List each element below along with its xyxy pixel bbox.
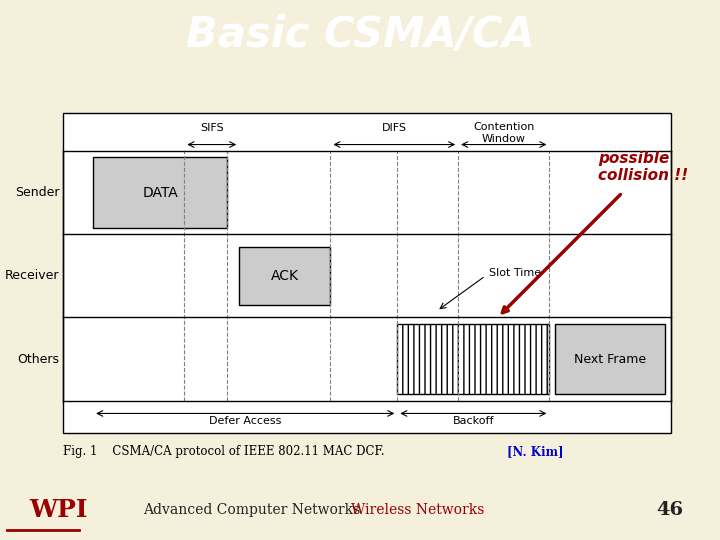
Text: [N. Kim]: [N. Kim] [507,446,563,458]
Text: Basic CSMA/CA: Basic CSMA/CA [186,14,534,56]
Text: Advanced Computer Networks: Advanced Computer Networks [143,503,361,517]
Text: Next Frame: Next Frame [574,353,647,366]
Text: Receiver: Receiver [5,269,60,282]
FancyBboxPatch shape [239,247,330,305]
Text: possible
collision !!: possible collision !! [598,151,688,184]
FancyBboxPatch shape [93,157,227,228]
FancyBboxPatch shape [397,324,549,394]
Text: DATA: DATA [143,186,178,200]
Text: Sender: Sender [15,186,60,199]
Text: Fig. 1    CSMA/CA protocol of IEEE 802.11 MAC DCF.: Fig. 1 CSMA/CA protocol of IEEE 802.11 M… [63,446,384,458]
Text: Slot Time: Slot Time [489,268,541,278]
Text: Defer Access: Defer Access [209,416,282,426]
Text: ACK: ACK [271,269,299,283]
FancyBboxPatch shape [63,112,671,433]
Text: Wireless Networks: Wireless Networks [351,503,485,517]
Text: Contention
Window: Contention Window [473,122,534,144]
FancyBboxPatch shape [555,324,665,394]
Text: Others: Others [18,353,60,366]
Text: SIFS: SIFS [200,123,224,133]
Text: DIFS: DIFS [382,123,407,133]
Text: Backoff: Backoff [453,416,494,426]
Text: 46: 46 [656,501,683,519]
Text: WPI: WPI [29,498,87,522]
